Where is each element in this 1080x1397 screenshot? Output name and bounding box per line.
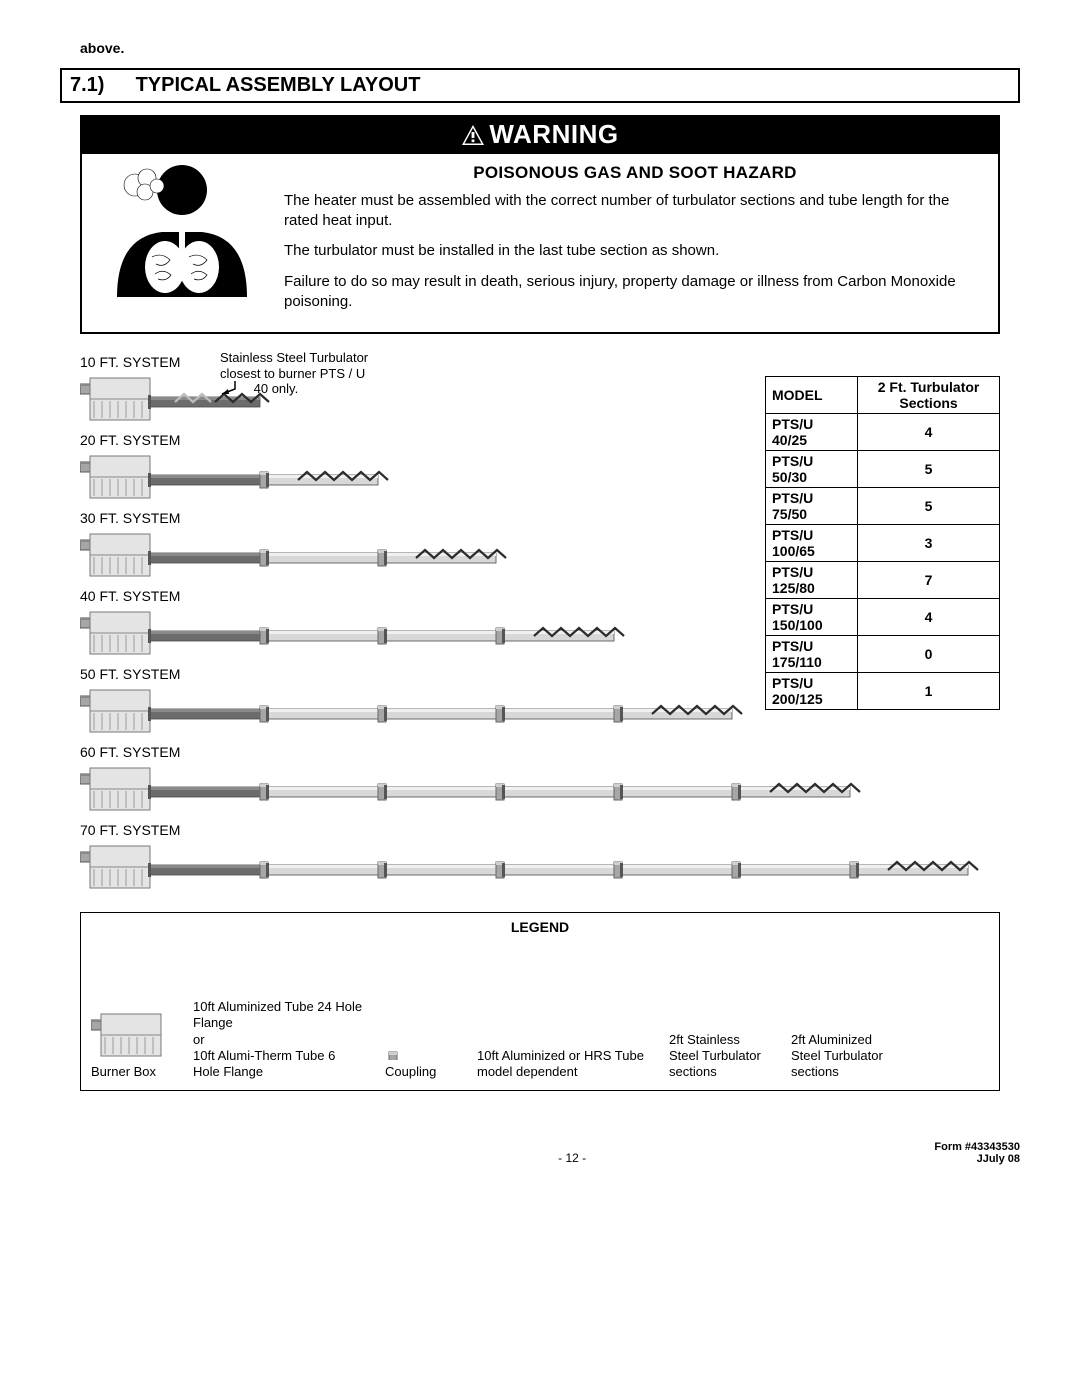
warning-p2: The turbulator must be installed in the …	[284, 241, 986, 261]
section-number: 7.1)	[70, 74, 130, 97]
legend-burner-box: Burner Box	[91, 1004, 171, 1080]
page-number: - 12 -	[210, 1151, 934, 1165]
table-row: PTS/U 175/1100	[766, 636, 1000, 673]
warning-p1: The heater must be assembled with the co…	[284, 191, 986, 232]
table-row: PTS/U 150/1004	[766, 599, 1000, 636]
table-row: PTS/U 50/305	[766, 451, 1000, 488]
form-number: Form #43343530	[934, 1141, 1020, 1153]
table-header-sections: 2 Ft. Turbulator Sections	[858, 377, 1000, 414]
section-heading: 7.1) TYPICAL ASSEMBLY LAYOUT	[60, 68, 1020, 103]
legend: LEGEND Burner Box 10ft Aluminized Tube 2…	[80, 912, 1000, 1091]
warning-bar: WARNING	[82, 117, 998, 154]
system-label: 60 FT. SYSTEM	[80, 744, 1000, 760]
system-row	[80, 762, 1000, 816]
systems-diagram-area: Stainless Steel Turbulator closest to bu…	[80, 354, 1000, 894]
legend-dark-tube: 10ft Aluminized Tube 24 Hole Flangeor10f…	[193, 939, 363, 1080]
warning-triangle-icon	[461, 124, 485, 146]
warning-panel: WARNING	[80, 115, 1000, 334]
table-row: PTS/U 200/1251	[766, 673, 1000, 710]
system-label: 10 FT. SYSTEM	[80, 354, 1000, 370]
table-row: PTS/U 100/653	[766, 525, 1000, 562]
hazard-lungs-icon	[92, 162, 272, 322]
legend-light-tube: 10ft Aluminized or HRS Tube model depend…	[477, 988, 647, 1081]
legend-coupling: Coupling	[385, 1004, 455, 1080]
warning-heading: POISONOUS GAS AND SOOT HAZARD	[284, 162, 986, 185]
table-header-model: MODEL	[766, 377, 858, 414]
legend-ss-zig: 2ft Stainless Steel Turbulator sections	[669, 972, 769, 1081]
system-label: 70 FT. SYSTEM	[80, 822, 1000, 838]
form-date: JJuly 08	[977, 1153, 1020, 1165]
system-row	[80, 840, 1000, 894]
page-footer: - 12 - Form #43343530 JJuly 08	[60, 1141, 1020, 1165]
legend-title: LEGEND	[91, 919, 989, 935]
table-row: PTS/U 75/505	[766, 488, 1000, 525]
legend-al-zig: 2ft Aluminized Steel Turbulator sections	[791, 972, 901, 1081]
above-note: above.	[80, 40, 1020, 56]
section-title: TYPICAL ASSEMBLY LAYOUT	[136, 74, 421, 96]
warning-p3: Failure to do so may result in death, se…	[284, 272, 986, 313]
turbulator-note: Stainless Steel Turbulator closest to bu…	[220, 350, 368, 397]
table-row: PTS/U 40/254	[766, 414, 1000, 451]
turbulator-table: MODEL 2 Ft. Turbulator Sections PTS/U 40…	[765, 376, 1000, 710]
table-row: PTS/U 125/807	[766, 562, 1000, 599]
